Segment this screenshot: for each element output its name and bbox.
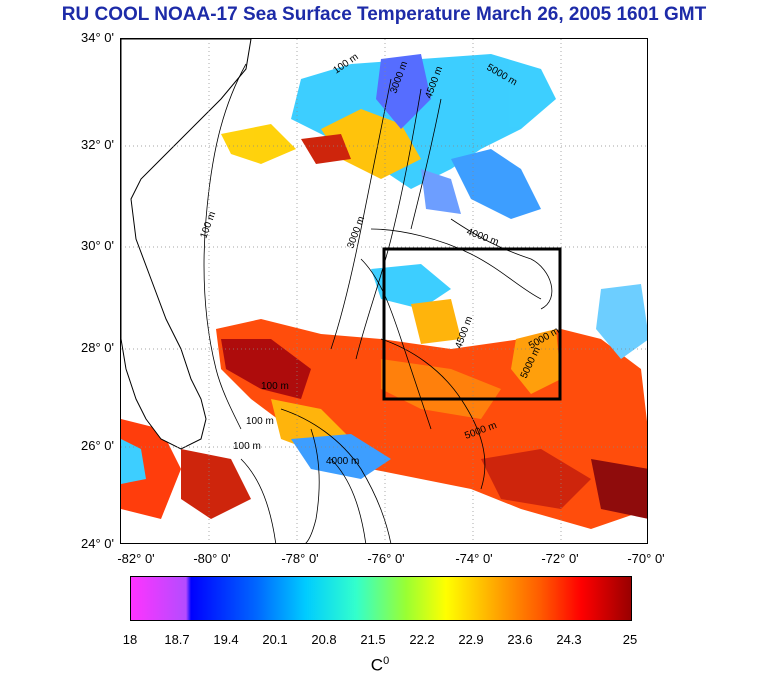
colorbar-tick: 20.1 bbox=[262, 632, 288, 647]
y-tick: 30° 0' bbox=[81, 238, 114, 253]
contour-label: 4000 m bbox=[465, 226, 500, 248]
sst-patches bbox=[121, 54, 647, 529]
florida-land bbox=[121, 39, 252, 450]
sst-map: 100 m 3000 m 4500 m 5000 m 4000 m 100 m … bbox=[120, 38, 648, 544]
contour-label: 100 m bbox=[198, 210, 218, 240]
colorbar-tick: 19.4 bbox=[213, 632, 239, 647]
map-title: RU COOL NOAA-17 Sea Surface Temperature … bbox=[61, 4, 707, 25]
unit-superscript: 0 bbox=[383, 655, 390, 667]
colorbar-tick: 25 bbox=[622, 632, 638, 647]
x-tick: -74° 0' bbox=[455, 551, 493, 566]
colorbar-tick: 20.8 bbox=[311, 632, 337, 647]
unit-letter: C bbox=[370, 655, 384, 675]
colorbar-tick: 22.9 bbox=[458, 632, 484, 647]
y-tick: 24° 0' bbox=[81, 536, 114, 551]
colorbar-tick: 22.2 bbox=[409, 632, 435, 647]
contour-label: 4000 m bbox=[326, 456, 359, 467]
x-tick: -70° 0' bbox=[627, 551, 665, 566]
study-area-box bbox=[382, 247, 562, 401]
contour-label: 3000 m bbox=[345, 215, 367, 250]
colorbar-tick: 23.6 bbox=[507, 632, 533, 647]
x-tick: -78° 0' bbox=[281, 551, 319, 566]
x-tick: -82° 0' bbox=[117, 551, 155, 566]
colorbar-unit: C0 bbox=[360, 655, 400, 676]
colorbar-tick: 24.3 bbox=[556, 632, 582, 647]
x-tick: -80° 0' bbox=[193, 551, 231, 566]
colorbar-tick: 21.5 bbox=[360, 632, 386, 647]
colorbar-tick: 18 bbox=[122, 632, 138, 647]
sst-map-canvas: 100 m 3000 m 4500 m 5000 m 4000 m 100 m … bbox=[121, 39, 647, 543]
y-tick: 34° 0' bbox=[81, 30, 114, 45]
contour-label: 100 m bbox=[233, 441, 261, 452]
y-tick: 26° 0' bbox=[81, 438, 114, 453]
temperature-colorbar bbox=[130, 576, 632, 621]
contour-label: 100 m bbox=[246, 416, 274, 427]
x-tick: -72° 0' bbox=[541, 551, 579, 566]
y-tick: 32° 0' bbox=[81, 137, 114, 152]
contour-label: 100 m bbox=[261, 381, 289, 392]
colorbar-tick: 18.7 bbox=[164, 632, 190, 647]
x-tick: -76° 0' bbox=[367, 551, 405, 566]
y-tick: 28° 0' bbox=[81, 340, 114, 355]
bathymetry-contours bbox=[203, 63, 553, 543]
